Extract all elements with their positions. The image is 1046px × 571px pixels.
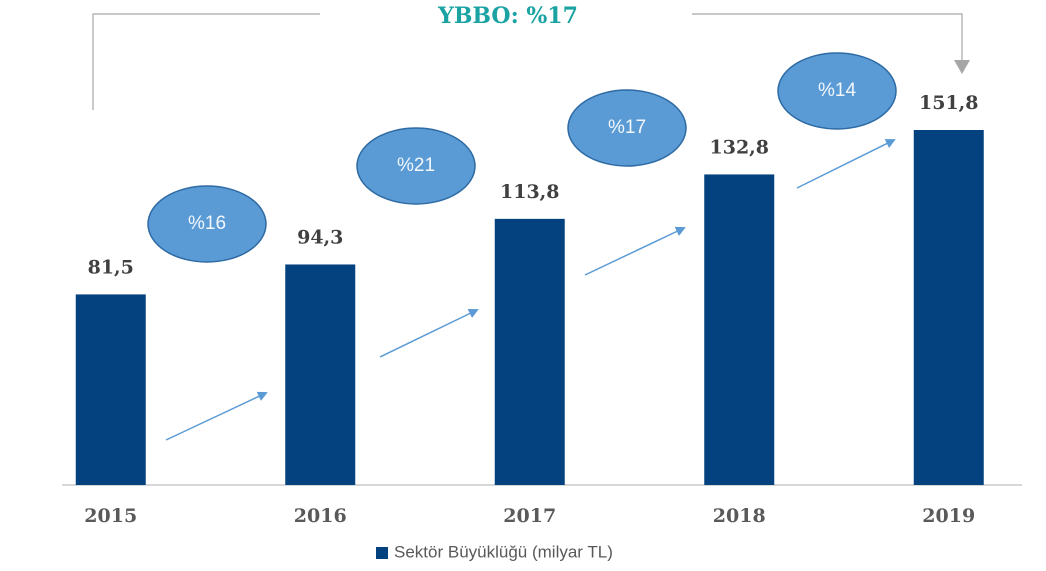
growth-bubble [777, 52, 897, 130]
growth-arrow [165, 391, 268, 441]
x-tick-label: 2017 [503, 505, 556, 527]
bar [494, 218, 565, 485]
value-label: 94,3 [297, 226, 343, 248]
growth-bubble [147, 185, 267, 263]
value-label: 81,5 [88, 256, 134, 278]
growth-label: %14 [818, 80, 856, 101]
bar [285, 264, 356, 485]
growth-bubble [356, 127, 476, 205]
growth-label: %21 [397, 155, 435, 176]
legend-swatch [376, 547, 388, 559]
growth-arrow [796, 139, 896, 189]
x-tick-label: 2018 [713, 505, 766, 527]
growth-label: %17 [608, 117, 646, 138]
value-label: 151,8 [919, 92, 979, 114]
value-label: 132,8 [710, 136, 770, 158]
cagr-arrowhead [954, 60, 970, 74]
bar [704, 174, 775, 485]
x-tick-label: 2019 [922, 505, 975, 527]
value-label: 113,8 [500, 181, 560, 203]
cagr-label: YBBO: %17 [437, 3, 578, 29]
bar [913, 130, 984, 485]
cagr-bracket-right [692, 13, 963, 62]
growth-arrow [584, 226, 686, 276]
x-tick-label: 2015 [84, 505, 137, 527]
growth-bubble [567, 89, 687, 167]
cagr-bracket-left [92, 13, 320, 110]
legend-label: Sektör Büyüklüğü (milyar TL) [394, 542, 613, 561]
bar [75, 294, 146, 485]
growth-label: %16 [188, 213, 226, 234]
x-tick-label: 2016 [294, 505, 347, 527]
growth-arrow [379, 308, 479, 358]
